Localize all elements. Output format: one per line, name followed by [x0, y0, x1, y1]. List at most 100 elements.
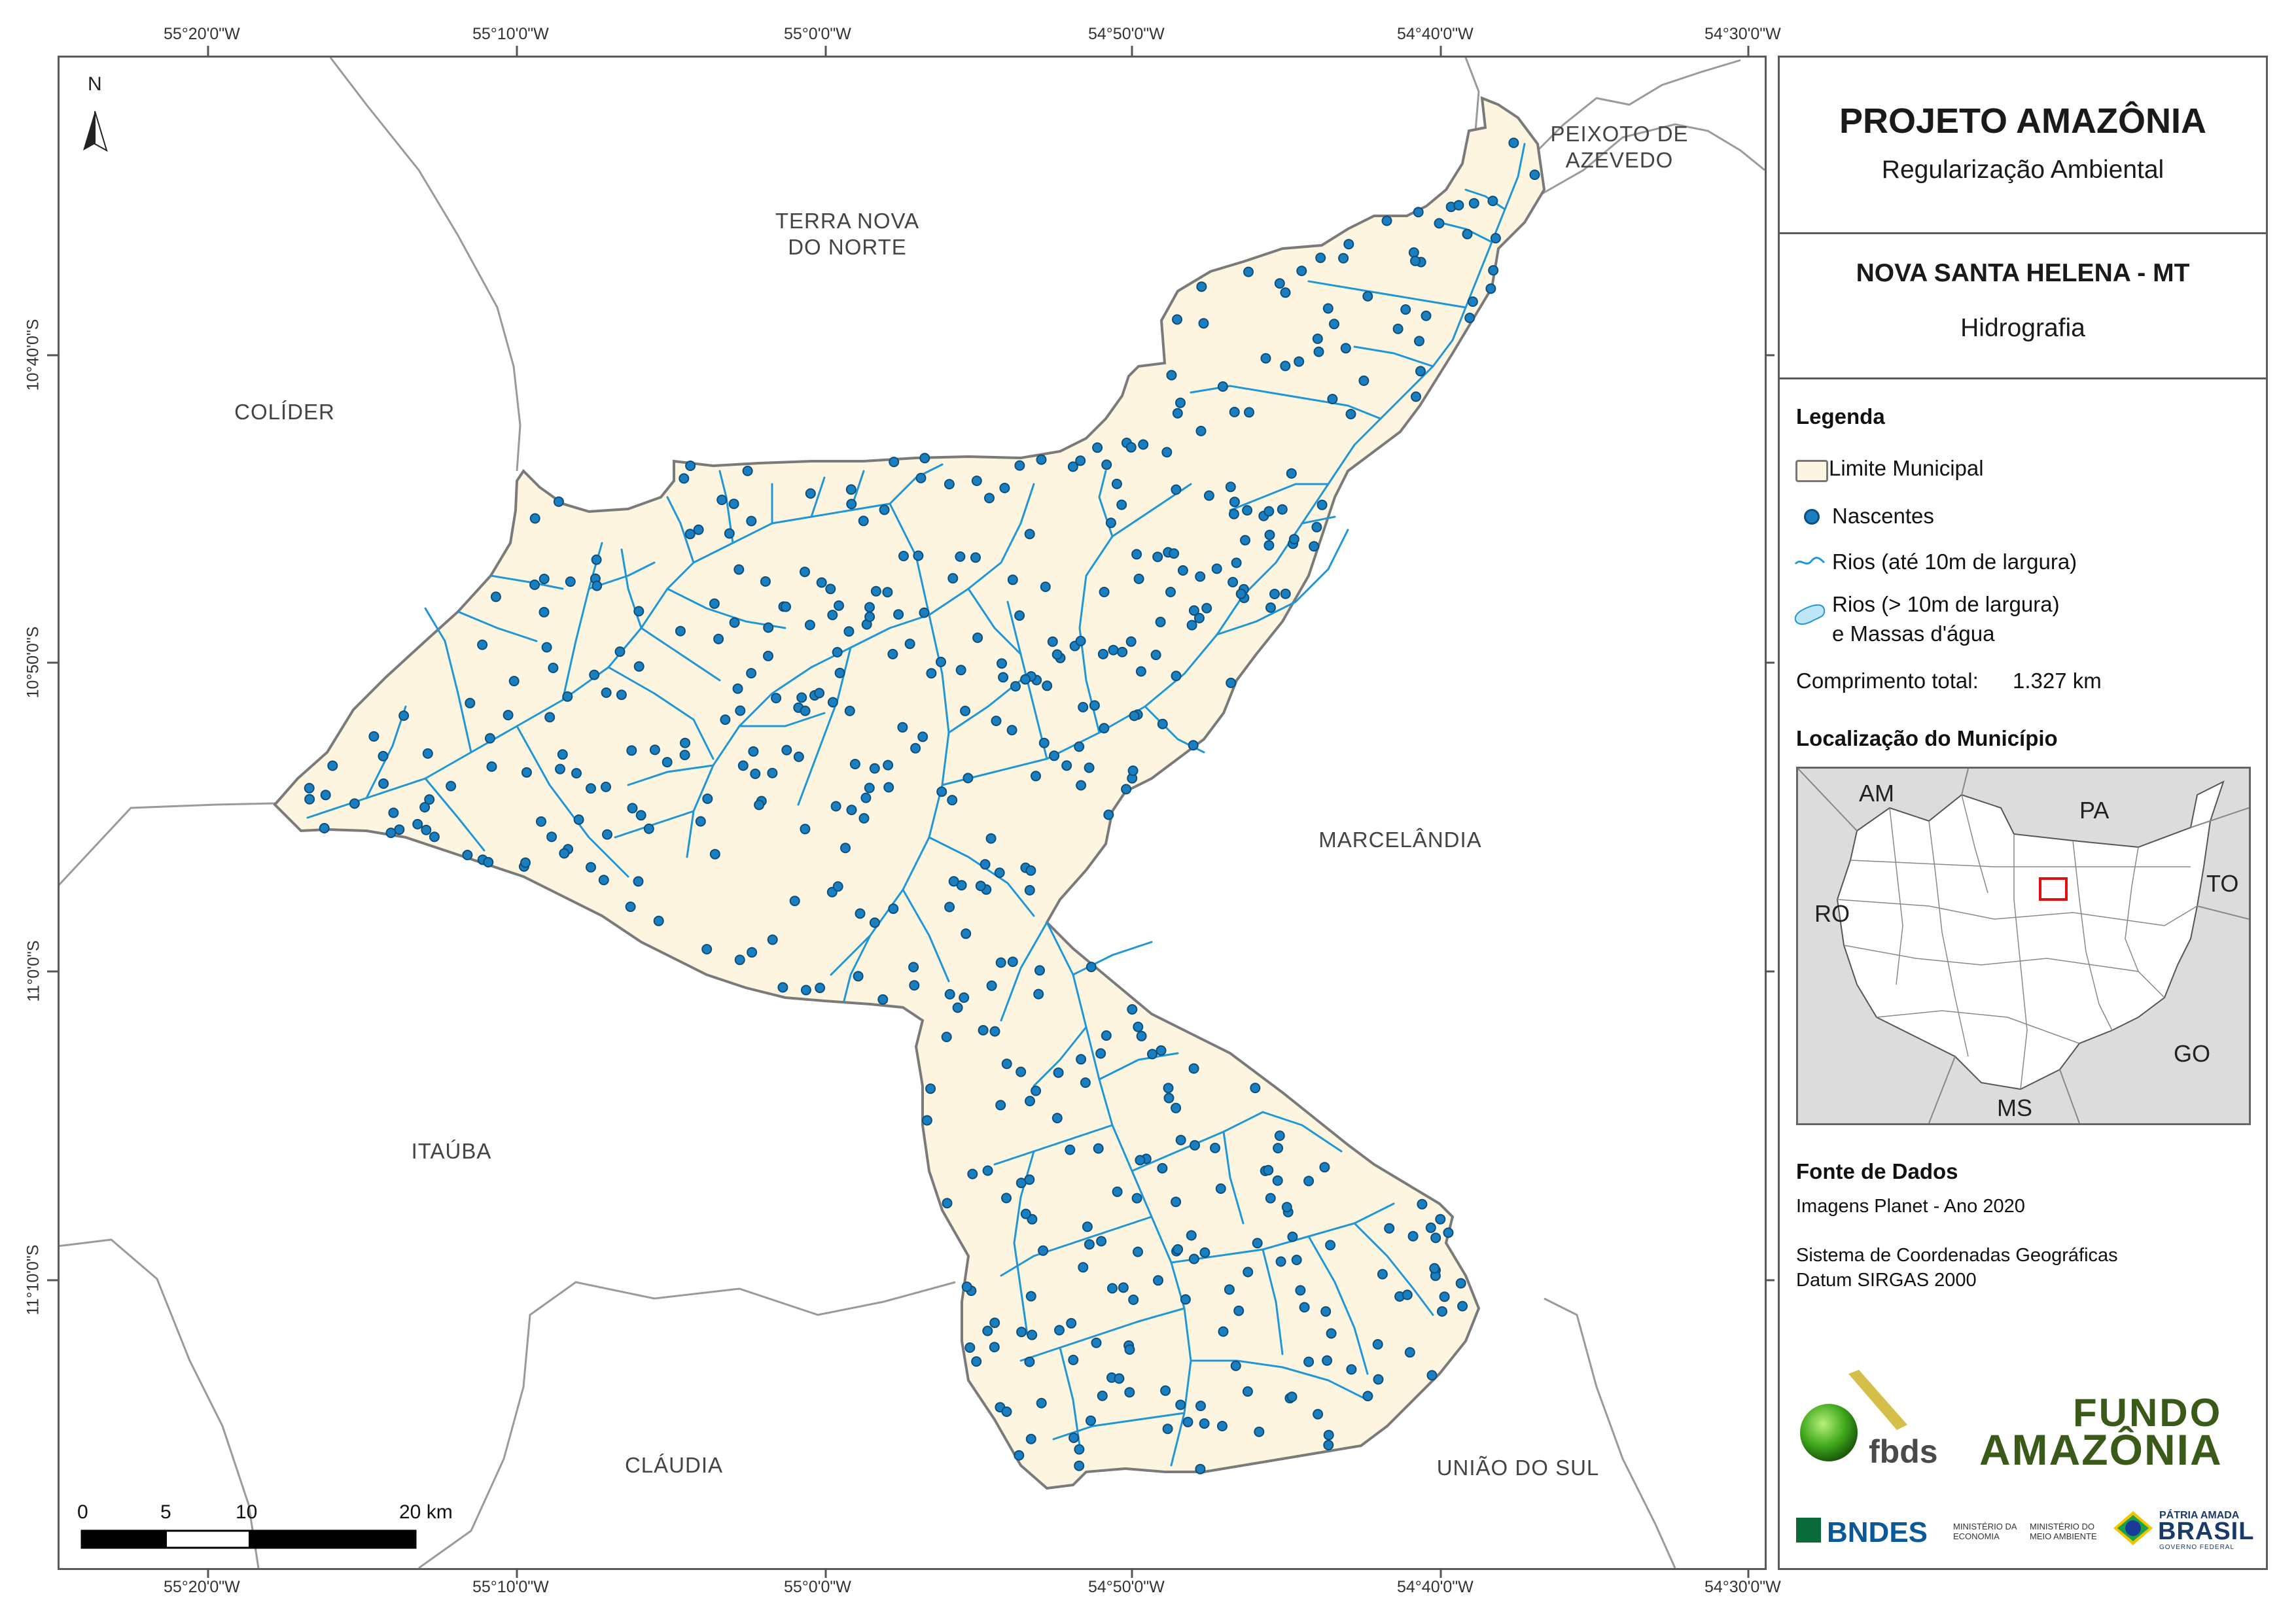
spring-point [1031, 1085, 1042, 1096]
inset-label-ms: MS [1997, 1094, 2032, 1121]
spring-point [1016, 1066, 1027, 1077]
spring-point [1430, 1232, 1441, 1244]
spring-point [805, 488, 816, 499]
map-frame [58, 56, 1767, 1570]
spring-point [1101, 459, 1112, 470]
spring-point [1231, 557, 1242, 568]
scale-label: 20 km [399, 1501, 453, 1523]
spring-point [735, 705, 746, 716]
spring-point [693, 524, 704, 535]
map-theme: Hidrografia [1960, 314, 2085, 342]
spring-point [571, 768, 582, 778]
spring-point [429, 831, 440, 843]
spring-point [1217, 1421, 1227, 1431]
spring-point [1277, 504, 1288, 515]
spring-point [465, 697, 476, 708]
spring-point [733, 564, 745, 575]
spring-point [1254, 1426, 1265, 1437]
spring-point [559, 848, 570, 859]
spring-point [424, 794, 435, 805]
spring-point [1001, 1406, 1012, 1417]
spring-point [771, 693, 782, 704]
spring-point [1323, 1440, 1334, 1450]
spring-point [1243, 1266, 1254, 1278]
spring-point [1413, 207, 1424, 218]
fbds-logo-text: fbds [1869, 1433, 1938, 1470]
spring-point [982, 1165, 993, 1176]
spring-point [1020, 1208, 1031, 1219]
spring-point [1322, 303, 1333, 314]
spring-point [462, 850, 473, 860]
spring-point [1096, 1236, 1107, 1247]
spring-point [1439, 1291, 1450, 1302]
spring-point [1435, 1213, 1446, 1225]
spring-point [1125, 636, 1137, 647]
spring-point [800, 705, 811, 716]
fundo-amazonia-logo-line1: FUNDO [2073, 1391, 2223, 1435]
spring-point [984, 493, 995, 504]
spring-point [889, 457, 900, 468]
spring-point [539, 574, 550, 584]
spring-point [947, 573, 959, 584]
spring-point [746, 668, 757, 679]
spring-point [1410, 255, 1421, 266]
spring-point [814, 688, 825, 699]
spring-point [1274, 278, 1285, 289]
spring-point [1233, 1305, 1245, 1316]
spring-point [398, 710, 410, 721]
spring-point [855, 908, 866, 919]
spring-point [1171, 484, 1182, 495]
spring-point [777, 982, 788, 993]
legend-limit: Limite Municipal [1829, 456, 1984, 480]
spring-point [1025, 1291, 1036, 1302]
spring-point [662, 757, 673, 768]
spring-point [917, 731, 928, 742]
spring-point [1175, 1399, 1186, 1410]
spring-point [378, 778, 389, 789]
spring-point [1128, 1294, 1139, 1305]
spring-point [781, 744, 792, 756]
spring-point [860, 792, 872, 803]
spring-point [1116, 499, 1127, 510]
spring-point [1313, 346, 1324, 357]
spring-point [1402, 1289, 1413, 1300]
fbds-logo-icon [1800, 1370, 1907, 1461]
spring-point [1153, 1275, 1163, 1286]
spring-point [412, 818, 423, 829]
spring-point [910, 742, 921, 754]
spring-point [879, 504, 890, 515]
spring-point [1162, 1423, 1173, 1435]
legend-title: Legenda [1796, 404, 1885, 428]
spring-point [709, 848, 720, 860]
spring-point [1345, 409, 1356, 419]
spring-point [1024, 529, 1035, 540]
spring-point [869, 763, 880, 774]
spring-point [1303, 1176, 1315, 1187]
spring-point [1024, 1174, 1035, 1185]
spring-point [635, 810, 646, 821]
spring-point [643, 823, 654, 834]
spring-point [1180, 1294, 1191, 1305]
spring-point [877, 994, 889, 1005]
spring-point [598, 875, 609, 886]
spring-point [1014, 610, 1025, 621]
north-label: N [88, 73, 102, 95]
spring-point [971, 476, 982, 486]
spring-point [767, 934, 778, 945]
spring-point [1269, 589, 1280, 599]
inset-label-am: AM [1859, 780, 1894, 807]
spring-point [1124, 1344, 1135, 1355]
water-body-symbol [1794, 604, 1826, 625]
spring-point [1457, 1300, 1468, 1312]
spring-point [1229, 497, 1240, 508]
spring-point [948, 876, 959, 887]
label-marcelandia: MARCELÂNDIA [1318, 828, 1482, 852]
spring-point [1188, 605, 1199, 616]
spring-point [1172, 314, 1182, 325]
spring-point [1372, 1339, 1383, 1350]
spring-point [1095, 1048, 1106, 1059]
spring-point [1362, 290, 1373, 302]
brasil-text: BRASIL [2158, 1518, 2255, 1545]
spring-point [1362, 1391, 1373, 1402]
spring-point [728, 498, 739, 510]
